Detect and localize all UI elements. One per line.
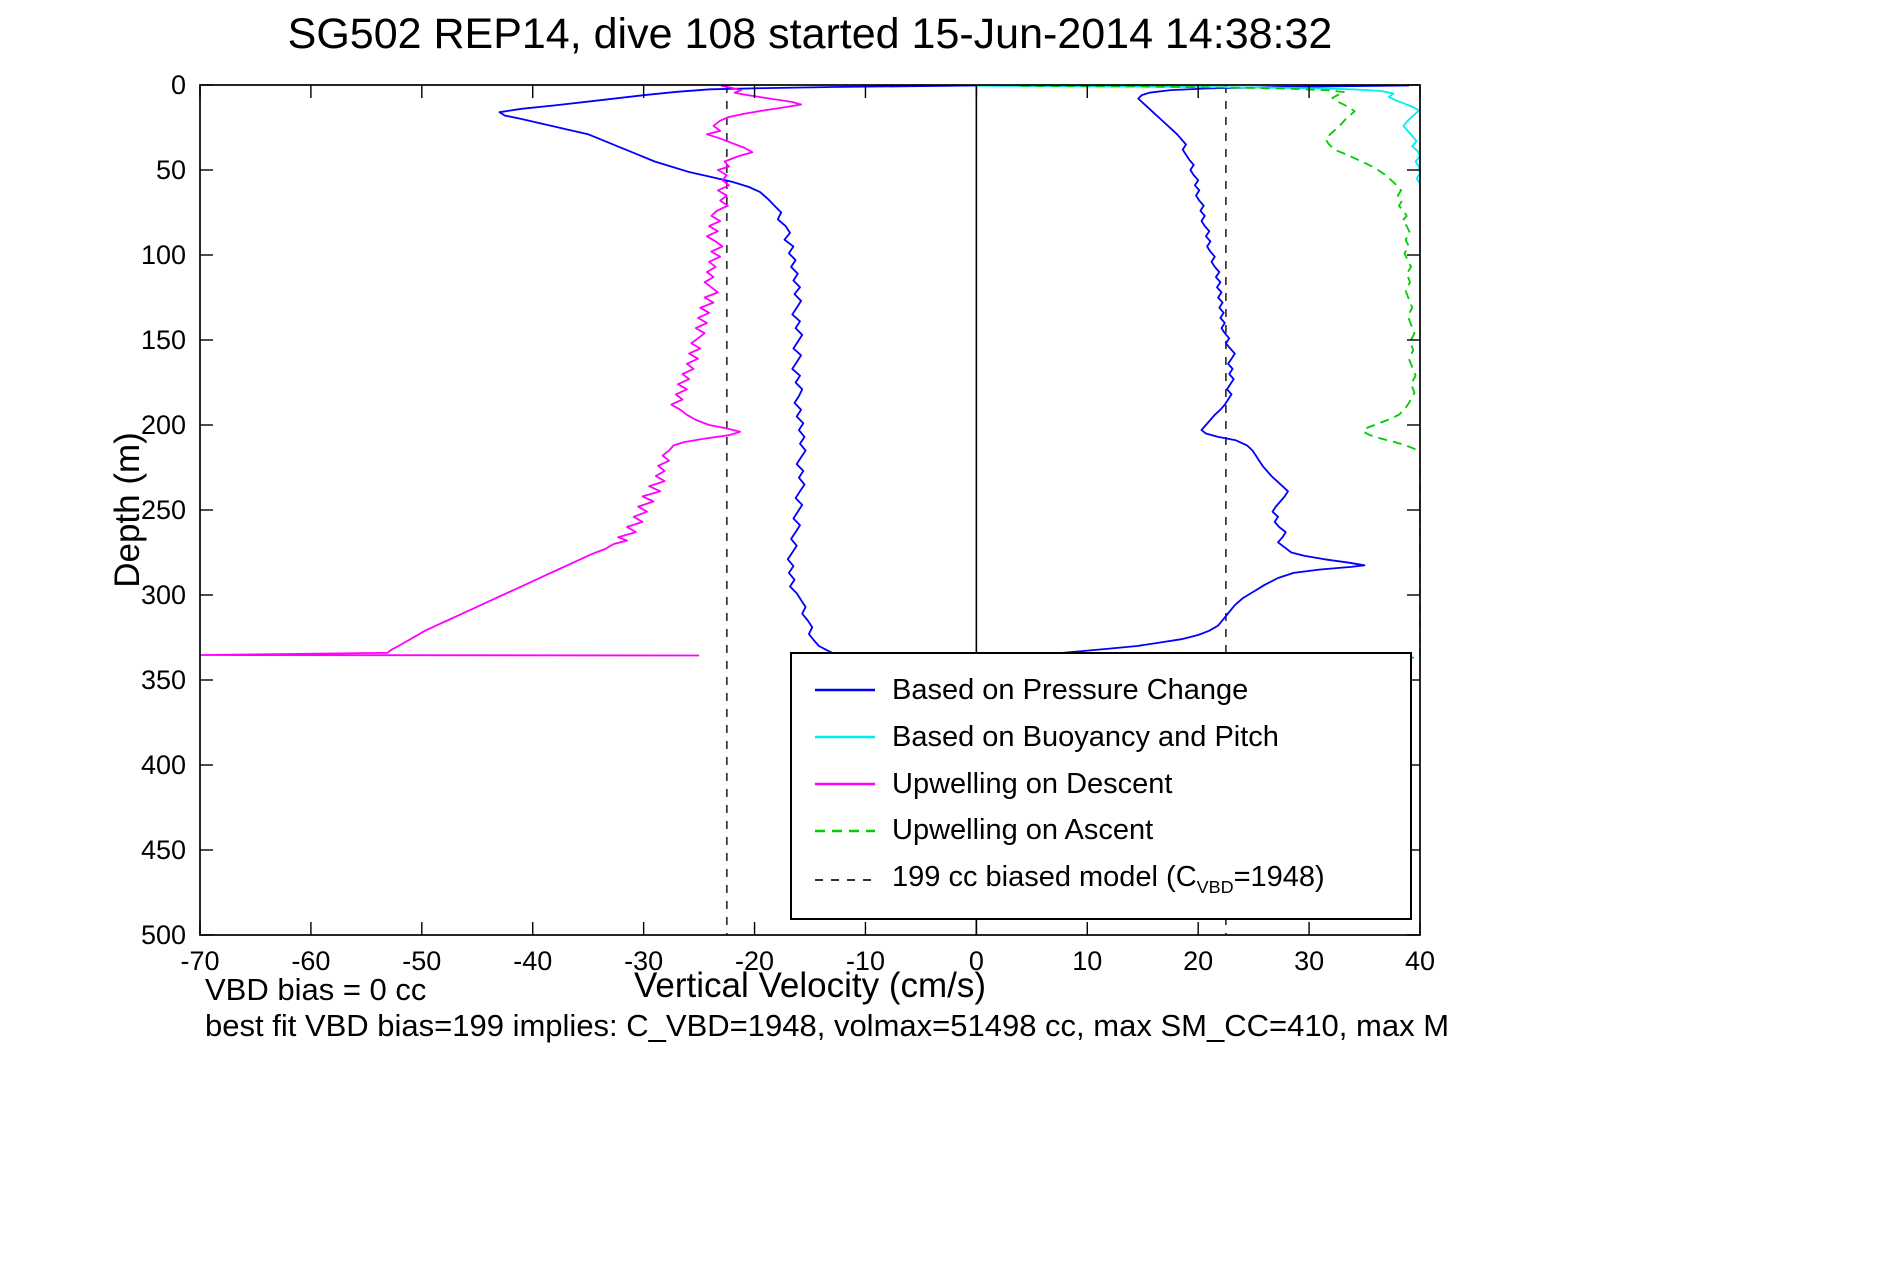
legend-label: Upwelling on Descent [892, 767, 1173, 800]
legend-label: Based on Buoyancy and Pitch [892, 720, 1279, 753]
legend-item-upwelling-ascent: Upwelling on Ascent [792, 816, 1410, 845]
x-tick-label: -50 [402, 946, 441, 976]
footnote-vbd-bias: VBD bias = 0 cc [205, 972, 427, 1007]
chart-title: SG502 REP14, dive 108 started 15-Jun-201… [287, 10, 1333, 58]
x-tick-label: -30 [624, 946, 663, 976]
y-tick-label: 400 [141, 750, 186, 780]
series-upwelling-ascent [976, 85, 1420, 660]
legend-line-sample [815, 782, 875, 786]
x-tick-label: -20 [735, 946, 774, 976]
series-pressure-change [498, 85, 1409, 660]
x-tick-label: 10 [1072, 946, 1102, 976]
y-tick-label: 200 [141, 410, 186, 440]
x-axis-label: Vertical Velocity (cm/s) [633, 966, 987, 1005]
legend-item-upwelling-descent: Upwelling on Descent [792, 767, 1410, 800]
legend-item-biased-model: 199 cc biased model (CVBD=1948) [792, 863, 1410, 896]
legend-label: Based on Pressure Change [892, 673, 1249, 706]
legend-line-sample [815, 829, 875, 833]
legend-line-sample [815, 735, 875, 739]
y-tick-label: 500 [141, 920, 186, 950]
y-tick-label: 0 [171, 70, 186, 100]
x-tick-label: -70 [180, 946, 219, 976]
x-tick-label: 20 [1183, 946, 1213, 976]
y-tick-label: 100 [141, 240, 186, 270]
y-tick-label: 350 [141, 665, 186, 695]
y-tick-label: 250 [141, 495, 186, 525]
legend-item-buoyancy-pitch: Based on Buoyancy and Pitch [792, 720, 1410, 753]
x-tick-label: -40 [513, 946, 552, 976]
legend-line-sample [815, 689, 875, 692]
legend-label: Upwelling on Ascent [892, 814, 1154, 847]
y-tick-label: 300 [141, 580, 186, 610]
y-tick-label: 50 [156, 155, 186, 185]
footnote-best-fit: best fit VBD bias=199 implies: C_VBD=194… [205, 1008, 1450, 1043]
series-upwelling-descent [200, 85, 802, 657]
y-tick-label: 150 [141, 325, 186, 355]
x-tick-label: 40 [1405, 946, 1435, 976]
x-tick-label: -60 [291, 946, 330, 976]
legend-item-pressure-change: Based on Pressure Change [792, 673, 1410, 706]
x-tick-label: 30 [1294, 946, 1324, 976]
x-tick-label: 0 [969, 946, 984, 976]
legend-line-sample [815, 878, 875, 881]
legend-label: 199 cc biased model (CVBD=1948) [892, 861, 1325, 898]
legend: Based on Pressure Change Based on Buoyan… [790, 652, 1412, 920]
y-tick-label: 450 [141, 835, 186, 865]
series-buoyancy-pitch [976, 85, 1420, 189]
x-tick-label: -10 [846, 946, 885, 976]
